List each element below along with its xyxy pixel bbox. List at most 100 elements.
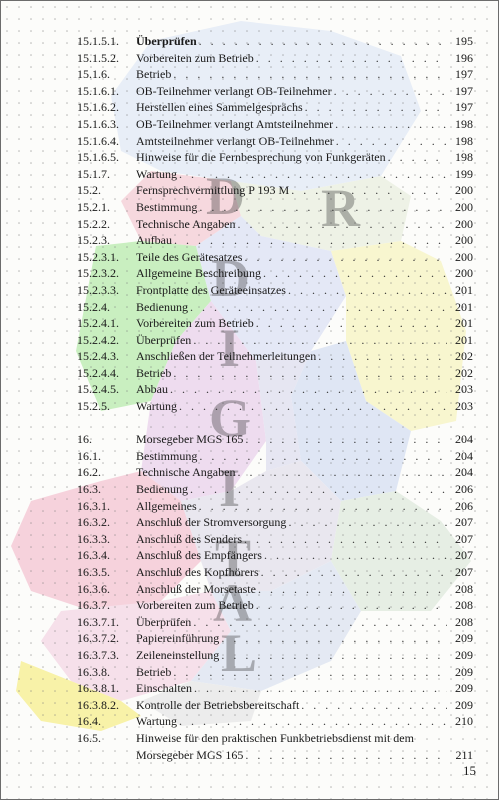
dot-leader <box>199 33 447 50</box>
toc-entry[interactable]: 16.3.8.2. Kontrolle der Betriebsbereitsch… <box>77 697 473 714</box>
toc-entry[interactable]: 15.2.4.3. Anschließen der Teilnehmerleitu… <box>77 348 473 365</box>
toc-entry[interactable]: 16.3.2. Anschluß der Stromversorgung 207 <box>77 514 473 531</box>
toc-entry[interactable]: 15.2.4.1. Vorbereiten zum Betrieb 201 <box>77 315 473 332</box>
toc-entry-page: 201 <box>455 282 473 297</box>
table-of-contents: 15.1.5.1. Überprüfen 195 15.1.5.2. Vorbereit… <box>77 33 473 763</box>
toc-entry[interactable]: 15.2.3.3. Frontplatte des Geräteeinsatzes… <box>77 282 473 299</box>
toc-entry-number: 16.2. <box>77 465 101 480</box>
toc-entry[interactable]: 15.1.6.4. Amtsteilnehmer verlangt OB-Teil… <box>77 133 473 150</box>
toc-entry[interactable]: 16.1. Bestimmung 204 <box>77 448 473 465</box>
toc-entry-page: 200 <box>455 183 473 198</box>
toc-entry-number: 16.3.3. <box>77 531 110 546</box>
toc-entry-title: Frontplatte des Geräteeinsatzes <box>136 282 286 297</box>
toc-entry[interactable]: 15.1.6.3. OB-Teilnehmer verlangt Amtsteil… <box>77 116 473 133</box>
toc-entry[interactable]: 16. Morsegeber MGS 165 204 <box>77 431 473 448</box>
toc-entry[interactable]: 16.3.3. Anschluß des Senders 207 <box>77 531 473 548</box>
toc-entry-page: 200 <box>455 216 473 231</box>
toc-entry-page: 195 <box>455 34 473 48</box>
toc-entry[interactable]: 16.4. Wartung 210 <box>77 713 473 730</box>
toc-entry[interactable]: 16.2. Technische Angaben 204 <box>77 464 473 481</box>
toc-entry-page: 203 <box>455 382 473 397</box>
toc-entry-number: 15.2.3. <box>77 233 110 248</box>
toc-entry[interactable]: 15.2.1. Bestimmung 200 <box>77 199 473 216</box>
toc-entry[interactable]: 15.2.4.5. Abbau 203 <box>77 381 473 398</box>
toc-entry-number: 15.2.4.3. <box>77 349 119 364</box>
toc-entry[interactable]: 15.2.5. Wartung 203 <box>77 398 473 415</box>
dot-leader <box>190 299 447 316</box>
toc-entry-page: 200 <box>455 199 473 214</box>
toc-entry[interactable]: 15.1.6.2. Herstellen eines Sammelgespräch… <box>77 99 473 116</box>
toc-entry-page: 197 <box>455 100 473 115</box>
toc-entry[interactable]: 16.3.7. Vorbereiten zum Betrieb 208 <box>77 597 473 614</box>
toc-entry-page: 202 <box>455 365 473 380</box>
toc-entry-number: 15.2.3.1. <box>77 249 119 264</box>
dot-leader <box>173 66 447 83</box>
toc-entry-title: Kontrolle der Betriebsbereitschaft <box>136 697 300 712</box>
toc-entry-number: 16.3.4. <box>77 548 110 563</box>
toc-entry[interactable]: 16.3.7.2. Papiereinführung 209 <box>77 630 473 647</box>
toc-entry[interactable]: 15.1.7. Wartung 199 <box>77 166 473 183</box>
toc-entry-page: 199 <box>455 166 473 181</box>
toc-entry-number: 16.3.1. <box>77 498 110 513</box>
toc-entry[interactable]: 15.1.5.1. Überprüfen 195 <box>77 33 473 50</box>
toc-entry[interactable]: 15.2.3.1. Teile des Gerätesatzes 200 <box>77 249 473 266</box>
toc-entry-page: 198 <box>455 116 473 131</box>
toc-entry[interactable]: 16.3. Bedienung 206 <box>77 481 473 498</box>
toc-entry[interactable]: 15.1.6.1. OB-Teilnehmer verlangt OB-Teiln… <box>77 83 473 100</box>
toc-entry[interactable]: 16.3.1. Allgemeines 206 <box>77 498 473 515</box>
toc-entry-page: 208 <box>455 598 473 613</box>
toc-entry-number: 15.2.3.2. <box>77 266 119 281</box>
toc-entry-title: Fernsprechvermittlung P 193 M <box>136 183 290 198</box>
toc-entry[interactable]: 16.3.7.3. Zeileneinstellung 209 <box>77 647 473 664</box>
toc-entry[interactable]: 16.5. Hinweise für den praktischen Funkbe… <box>77 730 473 747</box>
dot-leader <box>173 365 447 382</box>
toc-entry-page: 204 <box>455 432 473 447</box>
toc-entry-page: 209 <box>455 664 473 679</box>
toc-entry[interactable]: 15.2.4.2. Überprüfen 201 <box>77 332 473 349</box>
toc-entry-page: 208 <box>455 614 473 629</box>
toc-entry[interactable]: 15.1.5.2. Vorbereiten zum Betrieb 196 <box>77 50 473 67</box>
toc-entry-page: 210 <box>455 714 473 729</box>
dot-leader <box>174 232 447 249</box>
toc-entry-page: 197 <box>455 83 473 98</box>
toc-entry-title: OB-Teilnehmer verlangt OB-Teilnehmer <box>136 83 332 98</box>
toc-entry[interactable]: 16.3.4. Anschluß des Empfängers 207 <box>77 547 473 564</box>
toc-entry-title: Papiereinführung <box>136 631 220 646</box>
toc-entry[interactable]: 15.1.6. Betrieb 197 <box>77 66 473 83</box>
toc-entry-number: 15.2.5. <box>77 399 110 414</box>
toc-entry-number: 16.3.7.3. <box>77 647 119 662</box>
toc-entry[interactable]: 15.2.4. Bedienung 201 <box>77 299 473 316</box>
toc-entry[interactable]: 16.3.8. Betrieb 209 <box>77 664 473 681</box>
toc-entry-title: Zeileneinstellung <box>136 647 220 662</box>
dot-leader <box>237 216 447 233</box>
toc-entry-page: 207 <box>455 515 473 530</box>
toc-entry-page: 204 <box>455 448 473 463</box>
toc-entry[interactable]: 16.3.7.1. Überprüfen 208 <box>77 614 473 631</box>
dot-leader <box>194 680 447 697</box>
toc-entry-title: Anschluß der Stromversorgung <box>136 515 287 530</box>
toc-entry-number: 16.3.8. <box>77 664 110 679</box>
toc-entry[interactable]: Morsegeber MGS 165 211 <box>77 747 473 764</box>
toc-entry[interactable]: 15.1.6.5. Hinweise für die Fernbesprechun… <box>77 149 473 166</box>
toc-entry-number: 16.3.7.2. <box>77 631 119 646</box>
toc-entry[interactable]: 15.2.3.2. Allgemeine Beschreibung 200 <box>77 265 473 282</box>
toc-entry[interactable]: 16.3.6. Anschluß der Morsetaste 208 <box>77 581 473 598</box>
toc-entry[interactable]: 16.3.5. Anschluß des Kopfhörers 207 <box>77 564 473 581</box>
toc-entry-title: Überprüfen <box>136 614 192 629</box>
toc-entry[interactable]: 15.2. Fernsprechvermittlung P 193 M 200 <box>77 182 473 199</box>
toc-entry-number: 16.3.2. <box>77 515 110 530</box>
toc-entry-title: Überprüfen <box>136 332 192 347</box>
toc-entry[interactable]: 15.2.4.4. Betrieb 202 <box>77 365 473 382</box>
toc-entry-page: 196 <box>455 50 473 65</box>
toc-entry[interactable]: 16.3.8.1. Einschalten 209 <box>77 680 473 697</box>
dot-leader <box>170 381 447 398</box>
toc-entry-number: 15.2.4.2. <box>77 332 119 347</box>
toc-entry[interactable]: 15.2.3. Aufbau 200 <box>77 232 473 249</box>
toc-entry-title: Technische Angaben <box>136 216 236 231</box>
toc-entry-number: 16. <box>77 432 92 447</box>
dot-leader <box>305 99 447 116</box>
toc-entry-title: Bestimmung <box>136 199 198 214</box>
toc-entry-page: 207 <box>455 548 473 563</box>
toc-entry[interactable]: 15.2.2. Technische Angaben 200 <box>77 216 473 233</box>
